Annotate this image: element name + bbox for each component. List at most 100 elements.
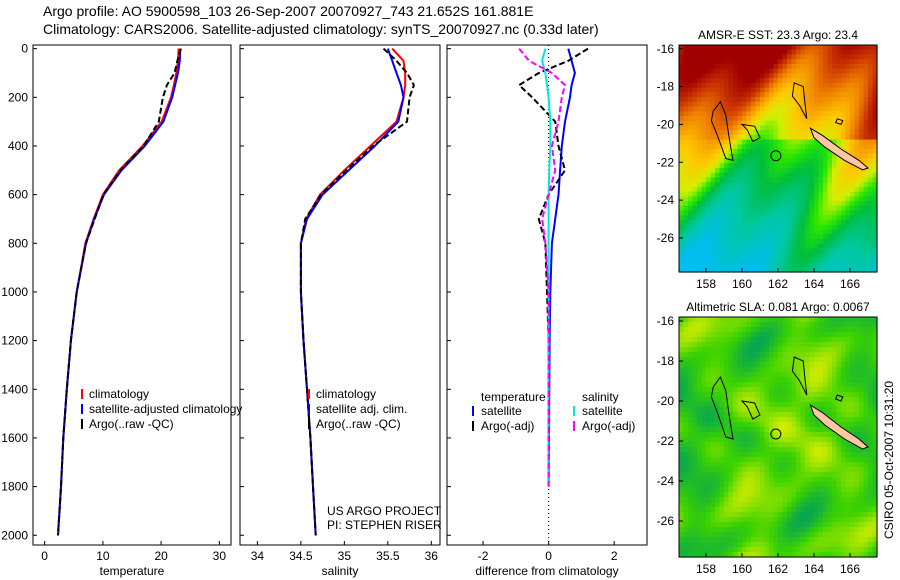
heatmap-cell xyxy=(733,106,739,112)
heatmap-cell xyxy=(805,422,811,428)
heatmap-cell xyxy=(782,412,788,418)
legend-swatch xyxy=(472,421,474,431)
heatmap-cell xyxy=(719,49,725,56)
heatmap-cell xyxy=(800,149,806,155)
heatmap-cell xyxy=(751,322,757,328)
heatmap-cell xyxy=(850,527,856,533)
heatmap-cell xyxy=(782,248,788,254)
heatmap-cell xyxy=(778,210,784,216)
heatmap-cell xyxy=(796,172,802,179)
heatmap-cell xyxy=(706,407,712,413)
heatmap-cell xyxy=(715,447,721,453)
heatmap-cell xyxy=(751,527,757,533)
heatmap-cell xyxy=(755,106,761,112)
heatmap-cell xyxy=(760,522,766,528)
heatmap-cell xyxy=(697,362,703,368)
heatmap-cell xyxy=(688,177,694,183)
heatmap-cell xyxy=(836,253,842,259)
heatmap-cell xyxy=(854,362,860,368)
heatmap-cell xyxy=(706,427,712,433)
heatmap-cell xyxy=(841,462,847,468)
heatmap-cell xyxy=(746,196,752,202)
heatmap-cell xyxy=(827,106,833,112)
heatmap-cell xyxy=(868,68,874,74)
heatmap-cell xyxy=(845,205,851,212)
heatmap-cell xyxy=(715,442,721,448)
heatmap-cell xyxy=(823,243,829,249)
heatmap-cell xyxy=(733,367,739,373)
heatmap-cell xyxy=(827,442,833,448)
heatmap-cell xyxy=(737,407,743,413)
heatmap-cell xyxy=(688,92,694,98)
heatmap-cell xyxy=(746,73,752,79)
heatmap-cell xyxy=(782,134,788,141)
heatmap-cell xyxy=(818,243,824,249)
heatmap-cell xyxy=(778,144,784,150)
heatmap-cell xyxy=(688,487,694,493)
heatmap-cell xyxy=(778,372,784,378)
heatmap-cell xyxy=(688,68,694,74)
heatmap-cell xyxy=(715,125,721,131)
heatmap-cell xyxy=(854,205,860,212)
heatmap-cell xyxy=(701,537,707,543)
heatmap-cell xyxy=(769,337,775,343)
heatmap-cell xyxy=(787,87,793,93)
heatmap-cell xyxy=(796,537,802,543)
heatmap-cell xyxy=(701,120,707,126)
heatmap-cell xyxy=(872,163,878,169)
heatmap-cell xyxy=(800,497,806,503)
heatmap-cell xyxy=(719,427,725,433)
heatmap-cell xyxy=(778,219,784,226)
heatmap-cell xyxy=(751,357,757,363)
heatmap-cell xyxy=(760,59,766,65)
heatmap-cell xyxy=(868,201,874,207)
heatmap-cell xyxy=(692,59,698,65)
heatmap-cell xyxy=(791,437,797,443)
heatmap-cell xyxy=(692,462,698,468)
heatmap-cell xyxy=(715,186,721,193)
heatmap-cell xyxy=(742,437,748,443)
heatmap-cell xyxy=(827,497,833,503)
heatmap-cell xyxy=(827,134,833,141)
heatmap-cell xyxy=(710,125,716,131)
heatmap-cell xyxy=(836,472,842,478)
heatmap-cell xyxy=(742,201,748,207)
heatmap-cell xyxy=(701,377,707,383)
heatmap-cell xyxy=(809,139,815,145)
heatmap-cell xyxy=(872,134,878,141)
heatmap-cell xyxy=(782,342,788,348)
heatmap-cell xyxy=(782,106,788,112)
heatmap-cell xyxy=(764,130,770,136)
heatmap-cell xyxy=(778,362,784,368)
heatmap-cell xyxy=(746,437,752,443)
sst-map-xtick-label: 158 xyxy=(696,277,716,291)
heatmap-cell xyxy=(805,322,811,328)
heatmap-cell xyxy=(859,462,865,468)
heatmap-cell xyxy=(751,73,757,79)
heatmap-cell xyxy=(769,532,775,538)
heatmap-cell xyxy=(782,210,788,216)
heatmap-cell xyxy=(805,442,811,448)
heatmap-cell xyxy=(818,205,824,212)
heatmap-cell xyxy=(773,442,779,448)
heatmap-cell xyxy=(800,517,806,523)
heatmap-cell xyxy=(809,402,815,408)
heatmap-cell xyxy=(692,120,698,126)
heatmap-cell xyxy=(827,115,833,122)
heatmap-cell xyxy=(719,397,725,403)
heatmap-cell xyxy=(841,229,847,235)
heatmap-cell xyxy=(814,149,820,155)
heatmap-cell xyxy=(836,417,842,423)
heatmap-cell xyxy=(706,243,712,249)
heatmap-cell xyxy=(746,97,752,103)
heatmap-cell xyxy=(742,153,748,160)
heatmap-cell xyxy=(872,125,878,131)
heatmap-cell xyxy=(823,238,829,245)
heatmap-cell xyxy=(787,115,793,122)
heatmap-cell xyxy=(782,407,788,413)
heatmap-cell xyxy=(800,347,806,353)
heatmap-cell xyxy=(827,257,833,264)
heatmap-cell xyxy=(841,467,847,473)
heatmap-cell xyxy=(751,457,757,463)
heatmap-cell xyxy=(791,502,797,508)
